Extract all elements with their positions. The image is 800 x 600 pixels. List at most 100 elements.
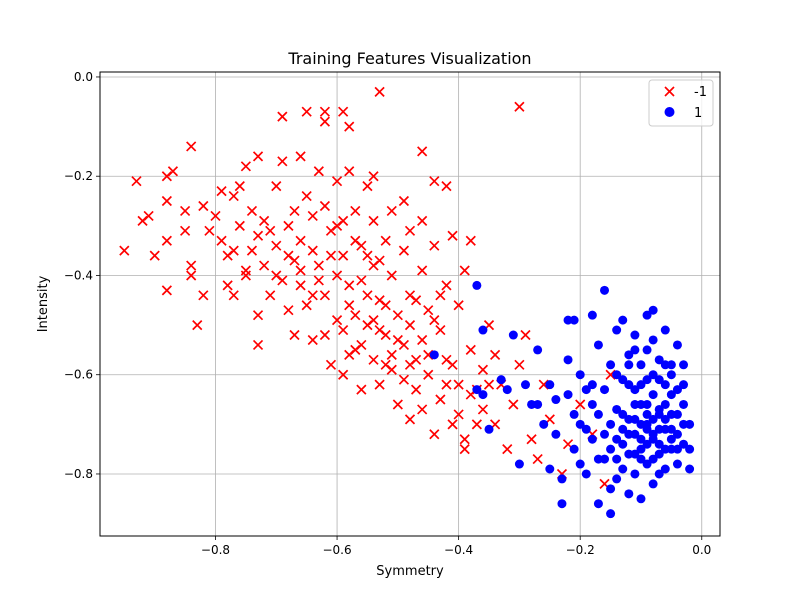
data-point-circle [624,489,634,499]
data-point-circle [575,370,585,380]
data-point-x [477,404,489,415]
data-point-circle [563,390,573,400]
data-point-x [252,230,264,241]
data-point-circle [587,380,597,390]
data-point-circle [581,469,591,479]
data-point-x [331,220,343,231]
data-point-x [368,215,379,226]
data-point-circle [545,464,555,474]
data-point-circle [679,419,689,429]
data-point-circle [514,459,524,469]
data-point-x [149,250,160,261]
data-point-circle [654,469,664,479]
y-tick-label: −0.6 [64,368,93,382]
data-point-circle [551,429,561,439]
data-point-x [283,220,294,231]
data-point-x [204,225,215,236]
data-point-circle [660,380,670,390]
data-point-x [307,210,318,222]
data-point-x [392,334,403,346]
data-point-circle [630,345,640,355]
data-point-circle [636,380,646,390]
data-point-x [240,161,251,172]
data-point-x [404,414,416,425]
data-point-x [271,270,282,281]
data-point-x [319,290,331,301]
data-point-x [295,151,306,162]
data-point-circle [666,390,676,400]
x-tick-label: −0.6 [322,543,351,557]
data-point-x [575,399,586,410]
data-point-x [179,225,191,236]
data-point-x [429,176,440,187]
data-point-circle [672,340,682,350]
data-point-circle [612,325,622,335]
data-point-circle [612,454,622,464]
data-point-circle [642,399,652,409]
data-point-x [344,349,355,360]
data-point-x [277,111,288,122]
data-point-x [398,374,410,385]
data-point-circle [618,464,628,474]
data-point-circle [478,325,488,335]
data-point-x [271,240,282,251]
data-point-x [423,369,434,380]
chart-title: Training Features Visualization [287,49,531,68]
x-axis-label: Symmetry [376,564,444,579]
data-point-circle [642,345,652,355]
data-point-circle [630,449,640,459]
data-point-circle [569,444,579,454]
data-point-x [441,181,452,192]
data-point-x [380,300,391,311]
data-point-x [331,176,343,187]
data-point-x [313,166,324,177]
data-point-circle [672,409,682,419]
legend-marker-circle [664,107,675,117]
data-point-x [271,181,282,192]
data-point-x [338,369,349,380]
data-point-x [465,235,476,246]
y-tick-label: 0.0 [74,70,93,84]
data-point-x [228,290,239,301]
data-point-x [447,230,458,241]
data-point-circle [581,385,591,395]
data-point-x [319,329,331,341]
data-point-x [356,339,367,351]
data-point-circle [630,385,640,395]
data-point-circle [660,414,670,424]
data-point-x [386,205,397,217]
data-point-circle [679,360,689,370]
data-point-x [344,121,355,132]
data-point-x [459,265,470,276]
data-point-x [410,384,422,395]
data-point-circle [618,375,628,385]
data-point-circle [679,380,689,390]
data-point-circle [624,350,634,360]
data-point-circle [642,310,652,320]
data-point-x [404,319,416,331]
data-point-x [277,156,288,167]
data-point-x [514,101,525,112]
data-point-x [447,419,458,430]
data-point-circle [654,424,664,434]
data-point-x [380,235,391,246]
x-tick-label: 0.0 [692,543,711,557]
data-point-x [295,280,306,291]
data-point-circle [624,380,634,390]
data-point-x [143,210,154,222]
data-point-x [234,181,245,192]
data-point-x [410,295,422,306]
data-point-x [344,300,355,311]
data-point-circle [569,409,579,419]
data-point-circle [624,429,634,439]
data-point-circle [593,454,603,464]
data-point-circle [587,399,597,409]
plot-frame [99,71,721,537]
series-2-points [429,280,695,519]
data-point-x [301,190,312,202]
data-point-circle [654,409,664,419]
data-point-x [331,270,343,281]
data-point-circle [630,399,640,409]
data-point-x [350,235,361,246]
